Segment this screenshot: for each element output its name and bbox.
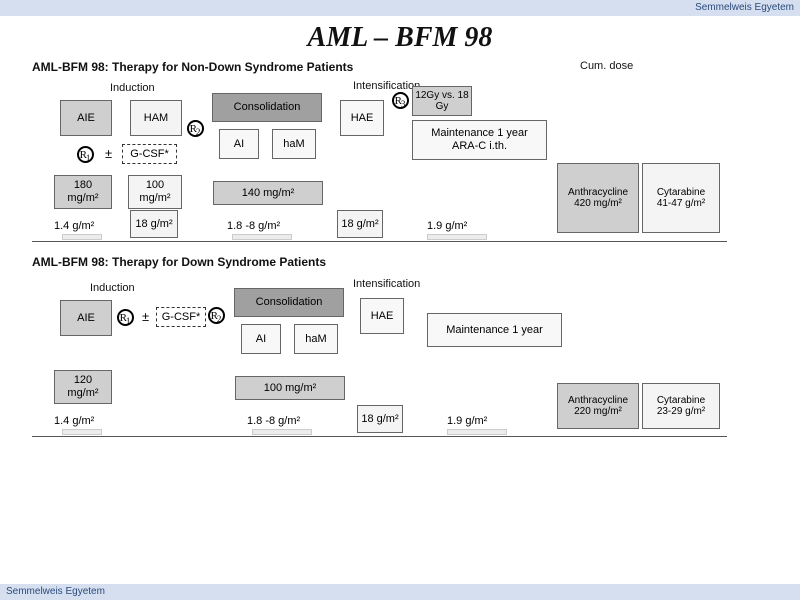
phase-induction-label-b: Induction (90, 282, 135, 294)
dose-1-8-8: 1.8 -8 g/m² (227, 220, 280, 232)
dose-1-4: 1.4 g/m² (54, 220, 94, 232)
box-consolidation: Consolidation (212, 93, 322, 122)
dose-140: 140 mg/m² (213, 181, 323, 205)
box-hae: HAE (340, 100, 384, 136)
dose-1-9: 1.9 g/m² (427, 220, 467, 232)
dose-18-b2: 18 g/m² (357, 405, 403, 433)
bar-2-b (252, 429, 312, 435)
dose-1-4-b: 1.4 g/m² (54, 415, 94, 427)
bar-3 (427, 234, 487, 240)
rand-r2: R2 (187, 120, 204, 137)
divider-bot (32, 436, 727, 437)
divider-top (32, 241, 727, 242)
phase-induction-label: Induction (110, 82, 155, 94)
box-ham: HAM (130, 100, 182, 136)
plus-minus-1: ± (105, 146, 112, 161)
rand-r1-sub: 1 (86, 153, 91, 163)
box-hae-b: HAE (360, 298, 404, 334)
bar-2 (232, 234, 292, 240)
rand-r2-sub-b: 2 (217, 314, 222, 324)
dose-18-a: 18 g/m² (130, 210, 178, 238)
page-title: AML – BFM 98 (0, 22, 800, 54)
box-consolidation-b: Consolidation (234, 288, 344, 317)
dose-120-b: 120 mg/m² (54, 370, 112, 404)
rand-r3-sub: 3 (401, 99, 406, 109)
box-aie: AIE (60, 100, 112, 136)
rand-r1-b: R1 (117, 309, 134, 326)
dose-18-b: 18 g/m² (337, 210, 383, 238)
box-gcsf: G-CSF* (122, 144, 177, 164)
plus-minus-b: ± (142, 309, 149, 324)
box-aie-b: AIE (60, 300, 112, 336)
box-maintenance: Maintenance 1 year ARA-C i.th. (412, 120, 547, 160)
dose-100: 100 mg/m² (128, 175, 182, 209)
box-gy: 12Gy vs. 18 Gy (412, 86, 472, 116)
box-ai: AI (219, 129, 259, 159)
box-gcsf-b: G-CSF* (156, 307, 206, 327)
rand-r1-sub-b: 1 (126, 316, 131, 326)
bar-1-b (62, 429, 102, 435)
top-brand-bar: Semmelweis Egyetem (0, 0, 800, 16)
bar-1 (62, 234, 102, 240)
cum-dose-label: Cum. dose (580, 60, 633, 72)
cum-cytarabine: Cytarabine 41-47 g/m² (642, 163, 720, 233)
bottom-brand-bar: Semmelweis Egyetem (0, 584, 800, 600)
rand-r1: R1 (77, 146, 94, 163)
box-ham-lower: haM (272, 129, 316, 159)
box-maintenance-b: Maintenance 1 year (427, 313, 562, 347)
dose-1-9-b: 1.9 g/m² (447, 415, 487, 427)
phase-intensification-label-b: Intensification (353, 278, 420, 290)
dose-100-b: 100 mg/m² (235, 376, 345, 400)
rand-r2-b: R2 (208, 307, 225, 324)
bar-3-b (447, 429, 507, 435)
rand-r3: R3 (392, 92, 409, 109)
box-ham-lower-b: haM (294, 324, 338, 354)
cum-anthracycline-b: Anthracycline 220 mg/m² (557, 383, 639, 429)
section-title-ds: AML-BFM 98: Therapy for Down Syndrome Pa… (32, 255, 326, 269)
dose-1-8-8-b: 1.8 -8 g/m² (247, 415, 300, 427)
dose-180: 180 mg/m² (54, 175, 112, 209)
cum-cytarabine-b: Cytarabine 23-29 g/m² (642, 383, 720, 429)
rand-r2-sub: 2 (196, 127, 201, 137)
section-title-non-ds: AML-BFM 98: Therapy for Non-Down Syndrom… (32, 60, 353, 74)
box-ai-b: AI (241, 324, 281, 354)
cum-anthracycline: Anthracycline 420 mg/m² (557, 163, 639, 233)
phase-intensification-label: Intensification (353, 80, 420, 92)
